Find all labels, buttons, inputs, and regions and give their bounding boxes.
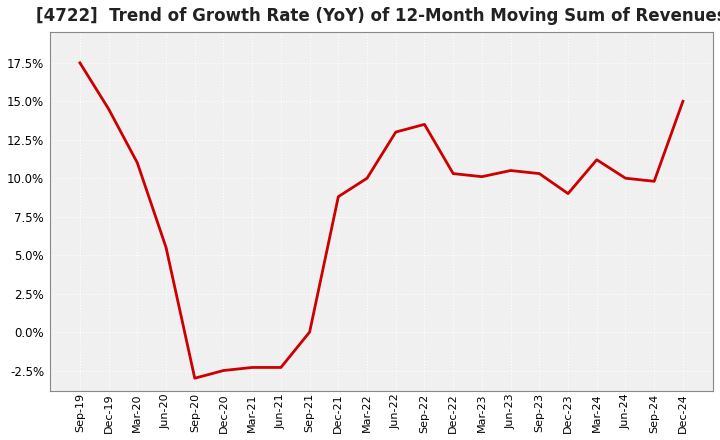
Title: [4722]  Trend of Growth Rate (YoY) of 12-Month Moving Sum of Revenues: [4722] Trend of Growth Rate (YoY) of 12-… bbox=[36, 7, 720, 25]
